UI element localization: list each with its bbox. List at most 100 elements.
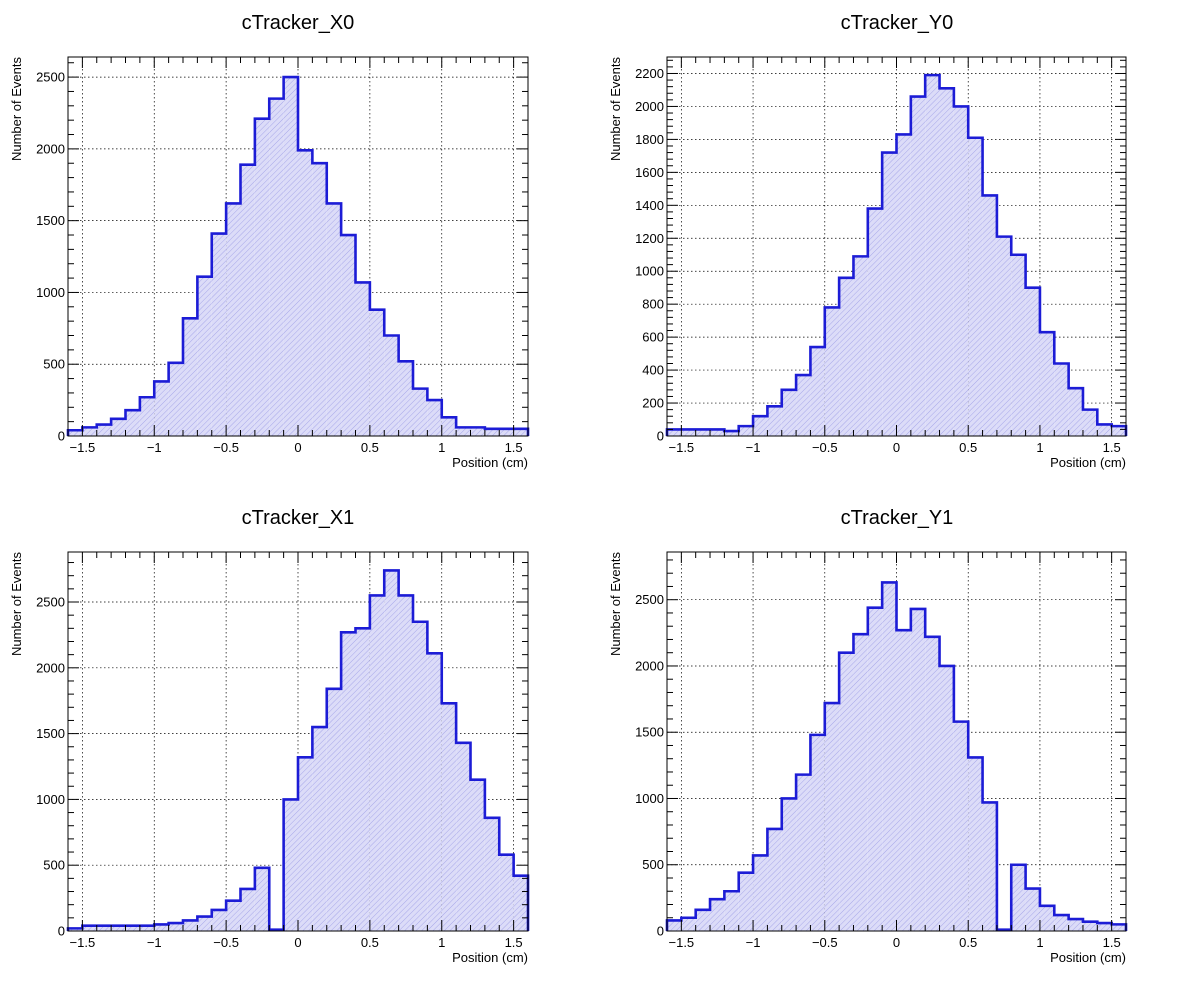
histogram-bin (240, 164, 255, 436)
y-tick-label: 1500 (635, 725, 664, 740)
histogram-bin (456, 742, 471, 931)
histogram-bin (925, 75, 940, 436)
histogram-bin (298, 150, 313, 436)
x-tick-label: −0.5 (213, 440, 239, 455)
histogram-bin (197, 916, 212, 931)
histogram-bin (240, 888, 255, 931)
histogram-bin (796, 774, 811, 931)
y-tick-label: 1500 (36, 213, 65, 228)
histogram-bin (283, 799, 298, 931)
y-tick-label: 200 (642, 396, 664, 411)
histogram-bin (695, 429, 711, 436)
histogram-bin (1054, 363, 1069, 436)
histogram-bin (1039, 332, 1055, 436)
y-axis: 0 500 1000 1500 2000 2500 (635, 559, 1126, 939)
x-tick-label: −1 (746, 935, 761, 950)
histogram-bin (369, 595, 385, 931)
histogram-bin (796, 375, 811, 436)
histogram-bin (824, 307, 840, 436)
histogram-bin (398, 361, 413, 436)
histogram-bin (355, 628, 370, 931)
histogram-bin (1082, 921, 1098, 931)
histogram-bin (968, 757, 983, 931)
y-tick-label: 2500 (36, 595, 65, 610)
histogram-bin (111, 925, 126, 931)
histogram-bin (767, 406, 782, 436)
histogram-bin (867, 208, 883, 436)
x-tick-label: 0 (294, 935, 301, 950)
histogram-bin (96, 925, 112, 931)
histogram-bin (82, 427, 97, 436)
y-tick-label: 2000 (36, 660, 65, 675)
y-tick-label: 1000 (36, 285, 65, 300)
histogram-bin (1111, 924, 1126, 931)
histogram-bin (355, 282, 370, 436)
x-tick-label: 0 (893, 935, 900, 950)
y-tick-label: 2500 (36, 70, 65, 85)
histogram-bin (470, 427, 485, 436)
histogram-bin (369, 309, 385, 436)
x-tick-label: 1.5 (1103, 440, 1121, 455)
y-tick-label: 2000 (635, 658, 664, 673)
histogram-bin (183, 920, 198, 931)
histogram-bin (810, 734, 825, 931)
histogram-bin (982, 802, 997, 931)
x-tick-label: 1.5 (505, 440, 523, 455)
histogram-bin (853, 256, 868, 436)
y-tick-label: 0 (657, 429, 664, 444)
plot-area: −1.5 −1 −0.5 0 0.5 1 1.5 0 500 1000 1500 2000 2500 (635, 551, 1128, 950)
histogram-bin (427, 653, 442, 931)
histogram-bin (96, 424, 112, 436)
histogram-bin (470, 779, 485, 931)
x-tick-label: −1 (147, 935, 162, 950)
x-tick-label: 1 (438, 440, 445, 455)
histogram-bars (667, 582, 1126, 931)
histogram-bin (499, 854, 514, 931)
histogram-bin (939, 665, 954, 931)
histogram-bin (312, 727, 327, 931)
plot-area: −1.5 −1 −0.5 0 0.5 1 1.5 0 500 1000 1500 2000 2500 (36, 56, 530, 455)
histogram-bin (226, 900, 241, 931)
histogram-bin (413, 388, 428, 436)
y-tick-label: 600 (642, 330, 664, 345)
x-tick-label: −0.5 (213, 935, 239, 950)
histogram-bin (681, 429, 696, 436)
x-tick-label: 0.5 (959, 935, 977, 950)
x-tick-label: 1 (1036, 440, 1043, 455)
y-tick-label: 2200 (635, 66, 664, 81)
histogram-bin (738, 426, 754, 436)
histogram-bin (710, 899, 725, 931)
histogram-bin (125, 410, 140, 436)
histogram-outline (665, 73, 1128, 436)
histogram-bin (283, 77, 298, 437)
histogram-bin (341, 632, 356, 931)
histogram-bin (1025, 287, 1040, 436)
histogram-bars (68, 77, 528, 437)
x-tick-label: 1.5 (1103, 935, 1121, 950)
histogram-bin (226, 203, 241, 436)
histogram-bin (1082, 409, 1098, 436)
histogram-bin (1011, 254, 1026, 436)
histogram-panel-y0: cTracker_Y0 Position (cm) Number of Even… (608, 12, 1128, 470)
histogram-bin (738, 872, 754, 931)
histogram-bin (882, 582, 897, 931)
chart-title: cTracker_Y1 (841, 507, 954, 529)
histogram-bin (326, 203, 342, 436)
histogram-bin (484, 817, 500, 931)
chart-title: cTracker_Y0 (841, 12, 954, 34)
y-axis-label: Number of Events (9, 552, 24, 657)
x-axis: −1.5 −1 −0.5 0 0.5 1 1.5 (67, 57, 529, 455)
x-axis: −1.5 −1 −0.5 0 0.5 1 1.5 (67, 552, 529, 950)
histogram-bin (753, 416, 768, 436)
x-tick-label: 0 (294, 440, 301, 455)
x-tick-label: −1.5 (669, 440, 695, 455)
y-tick-label: 0 (657, 924, 664, 939)
x-tick-label: 1 (438, 935, 445, 950)
histogram-bin (211, 909, 227, 931)
x-tick-label: −1 (147, 440, 162, 455)
histogram-panel-x1: cTracker_X1 Position (cm) Number of Even… (9, 507, 530, 965)
histogram-bin (139, 925, 155, 931)
y-tick-label: 2500 (635, 592, 664, 607)
histogram-bin (1054, 915, 1069, 931)
y-axis-label: Number of Events (608, 57, 623, 162)
